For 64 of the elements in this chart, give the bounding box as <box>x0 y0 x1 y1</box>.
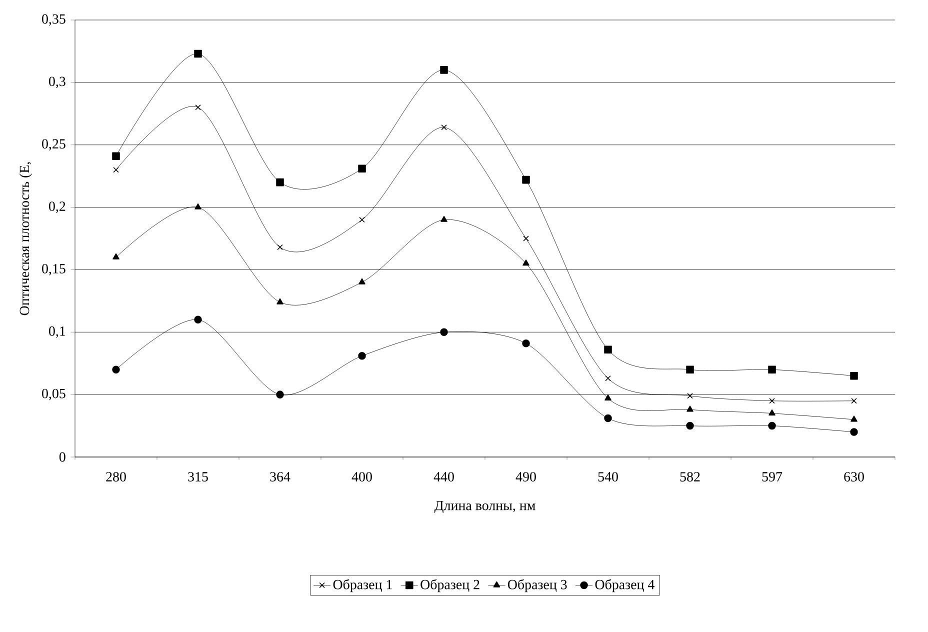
point <box>523 236 529 242</box>
point <box>768 409 776 416</box>
point <box>851 398 857 404</box>
y-tick-label: 0,3 <box>48 76 66 88</box>
point <box>112 366 120 374</box>
y-axis-title: Оптическая плотность (Е, <box>19 162 32 316</box>
x-tick-label: 582 <box>680 472 700 482</box>
point <box>113 166 119 173</box>
x-tick-label: 280 <box>106 472 126 482</box>
point <box>522 176 530 184</box>
point <box>194 316 202 324</box>
point <box>605 375 611 382</box>
point <box>358 278 366 284</box>
point <box>277 244 283 250</box>
point <box>440 328 448 336</box>
point <box>358 352 366 360</box>
y-tick-label: 0,35 <box>42 14 66 26</box>
y-tick-label: 0 <box>59 452 66 462</box>
legend-label: Образец 1 <box>333 579 392 592</box>
legend-label: Образец 3 <box>508 579 567 592</box>
legend-label: Образец 4 <box>595 579 654 592</box>
y-tick-label: 0,15 <box>42 264 66 276</box>
y-tick-label: 0,1 <box>48 326 66 338</box>
point <box>276 178 284 186</box>
x-axis-title: Длина волны, нм <box>434 500 536 514</box>
point <box>276 298 284 304</box>
y-tick-label: 0,2 <box>48 202 66 213</box>
point <box>194 50 202 58</box>
point <box>440 66 448 74</box>
point <box>686 406 694 412</box>
x-tick-label: 400 <box>352 472 372 482</box>
point <box>768 366 776 374</box>
point <box>522 339 530 348</box>
point <box>359 216 365 223</box>
point <box>768 422 776 430</box>
point <box>850 428 858 436</box>
point <box>604 414 612 422</box>
x-tick-label: 597 <box>762 472 782 482</box>
point <box>358 164 366 172</box>
point <box>112 253 120 260</box>
point <box>276 390 284 398</box>
point <box>604 394 612 400</box>
point <box>850 416 858 422</box>
x-tick-label: 540 <box>598 472 618 482</box>
point <box>769 398 775 404</box>
x-tick-label: 490 <box>516 472 536 482</box>
point <box>194 203 202 210</box>
x-tick-label: 364 <box>270 472 290 482</box>
point <box>850 372 858 380</box>
x-tick-label: 630 <box>844 472 864 482</box>
legend-label: Образец 2 <box>420 579 480 592</box>
point <box>440 216 448 222</box>
point <box>441 124 447 130</box>
point <box>686 366 694 374</box>
x-tick-label: 315 <box>188 472 208 482</box>
y-tick-label: 0,25 <box>42 139 66 151</box>
point <box>604 346 612 354</box>
point <box>195 104 201 110</box>
y-tick-label: 0,05 <box>42 388 66 400</box>
point <box>112 152 120 160</box>
x-tick-label: 440 <box>434 472 454 482</box>
point <box>522 260 530 266</box>
point <box>687 392 693 399</box>
point <box>686 422 694 430</box>
